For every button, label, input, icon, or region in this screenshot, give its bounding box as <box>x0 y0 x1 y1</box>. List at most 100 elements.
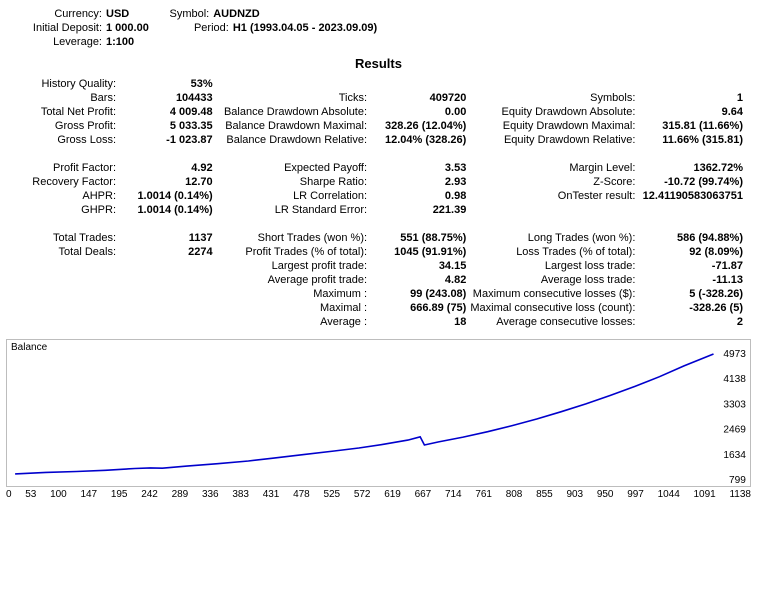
chart-label: Balance <box>11 342 47 353</box>
apt-l: Average profit trade: <box>215 273 369 287</box>
x-tick: 383 <box>232 489 249 500</box>
x-tick: 289 <box>172 489 189 500</box>
x-tick: 714 <box>445 489 462 500</box>
st-l: Short Trades (won %): <box>215 231 369 245</box>
x-tick: 1044 <box>658 489 680 500</box>
td-l: Total Deals: <box>12 245 118 259</box>
pf-v: 4.92 <box>118 161 215 175</box>
alt-l: Average loss trade: <box>468 273 637 287</box>
ep-l: Expected Payoff: <box>215 161 369 175</box>
zs-v: -10.72 (99.74%) <box>637 175 745 189</box>
lt-v: 586 (94.88%) <box>637 231 745 245</box>
x-tick: 997 <box>627 489 644 500</box>
edr-v: 11.66% (315.81) <box>637 133 745 147</box>
svg-text:4138: 4138 <box>723 374 746 385</box>
x-tick: 761 <box>475 489 492 500</box>
x-tick: 525 <box>323 489 340 500</box>
x-tick: 100 <box>50 489 67 500</box>
tnp-l: Total Net Profit: <box>12 105 118 119</box>
symbol-label: Symbol: <box>159 8 213 20</box>
symbols-v: 1 <box>637 91 745 105</box>
acl-l: Average consecutive losses: <box>468 315 637 329</box>
lpt-v: 34.15 <box>369 259 468 273</box>
ticks-l: Ticks: <box>215 91 369 105</box>
mclc-l: Maximal consecutive loss (count): <box>468 301 637 315</box>
leverage-label: Leverage: <box>12 36 106 48</box>
maxl-l: Maximal : <box>215 301 369 315</box>
svg-text:2469: 2469 <box>723 425 746 436</box>
x-tick: 667 <box>415 489 432 500</box>
st-v: 551 (88.75%) <box>369 231 468 245</box>
gp-v: 5 033.35 <box>118 119 215 133</box>
results-title: Results <box>12 56 745 71</box>
period-label: Period: <box>179 22 233 34</box>
x-tick: 808 <box>506 489 523 500</box>
lrse-v: 221.39 <box>369 203 468 217</box>
maxw-v: 99 (243.08) <box>369 287 468 301</box>
svg-text:4973: 4973 <box>723 349 746 360</box>
bdr-l: Balance Drawdown Relative: <box>215 133 369 147</box>
lrse-l: LR Standard Error: <box>215 203 369 217</box>
eda-l: Equity Drawdown Absolute: <box>468 105 637 119</box>
pt-v: 1045 (91.91%) <box>369 245 468 259</box>
currency-label: Currency: <box>12 8 106 20</box>
symbols-l: Symbols: <box>468 91 637 105</box>
ahpr-v: 1.0014 (0.14%) <box>118 189 215 203</box>
leverage-value: 1:100 <box>106 36 134 48</box>
x-tick: 336 <box>202 489 219 500</box>
x-tick: 903 <box>566 489 583 500</box>
mcl-l: Maximum consecutive losses ($): <box>468 287 637 301</box>
results-table: History Quality:53% Bars:104433 Ticks:40… <box>12 77 745 329</box>
svg-text:1634: 1634 <box>723 450 746 461</box>
chart-x-axis: 0531001471952422893363834314785255726196… <box>0 487 757 504</box>
balance-line: 49734138330324691634799 <box>7 340 750 486</box>
pt-l: Profit Trades (% of total): <box>215 245 369 259</box>
losst-l: Loss Trades (% of total): <box>468 245 637 259</box>
td-v: 2274 <box>118 245 215 259</box>
bdm-v: 328.26 (12.04%) <box>369 119 468 133</box>
rf-v: 12.70 <box>118 175 215 189</box>
pf-l: Profit Factor: <box>12 161 118 175</box>
x-tick: 478 <box>293 489 310 500</box>
ml-l: Margin Level: <box>468 161 637 175</box>
apt-v: 4.82 <box>369 273 468 287</box>
gp-l: Gross Profit: <box>12 119 118 133</box>
x-tick: 855 <box>536 489 553 500</box>
x-tick: 431 <box>263 489 280 500</box>
llt-l: Largest loss trade: <box>468 259 637 273</box>
initial-deposit-value: 1 000.00 <box>106 22 149 34</box>
otr-l: OnTester result: <box>468 189 637 203</box>
svg-text:799: 799 <box>729 475 746 486</box>
bdr-v: 12.04% (328.26) <box>369 133 468 147</box>
zs-l: Z-Score: <box>468 175 637 189</box>
period-value: H1 (1993.04.05 - 2023.09.09) <box>233 22 377 34</box>
x-tick: 572 <box>354 489 371 500</box>
edr-l: Equity Drawdown Relative: <box>468 133 637 147</box>
ticks-v: 409720 <box>369 91 468 105</box>
lrc-v: 0.98 <box>369 189 468 203</box>
x-tick: 1138 <box>729 489 751 500</box>
avg-v: 18 <box>369 315 468 329</box>
losst-v: 92 (8.09%) <box>637 245 745 259</box>
bda-v: 0.00 <box>369 105 468 119</box>
eda-v: 9.64 <box>637 105 745 119</box>
gl-v: -1 023.87 <box>118 133 215 147</box>
x-tick: 950 <box>597 489 614 500</box>
lpt-l: Largest profit trade: <box>215 259 369 273</box>
edm-v: 315.81 (11.66%) <box>637 119 745 133</box>
symbol-value: AUDNZD <box>213 8 259 20</box>
ghpr-l: GHPR: <box>12 203 118 217</box>
maxw-l: Maximum : <box>215 287 369 301</box>
lrc-l: LR Correlation: <box>215 189 369 203</box>
alt-v: -11.13 <box>637 273 745 287</box>
hq-l: History Quality: <box>12 77 118 91</box>
x-tick: 147 <box>80 489 97 500</box>
hq-v: 53% <box>118 77 215 91</box>
edm-l: Equity Drawdown Maximal: <box>468 119 637 133</box>
ep-v: 3.53 <box>369 161 468 175</box>
x-tick: 195 <box>111 489 128 500</box>
mcl-v: 5 (-328.26) <box>637 287 745 301</box>
llt-v: -71.87 <box>637 259 745 273</box>
currency-value: USD <box>106 8 129 20</box>
balance-chart: Balance 49734138330324691634799 <box>6 339 751 487</box>
